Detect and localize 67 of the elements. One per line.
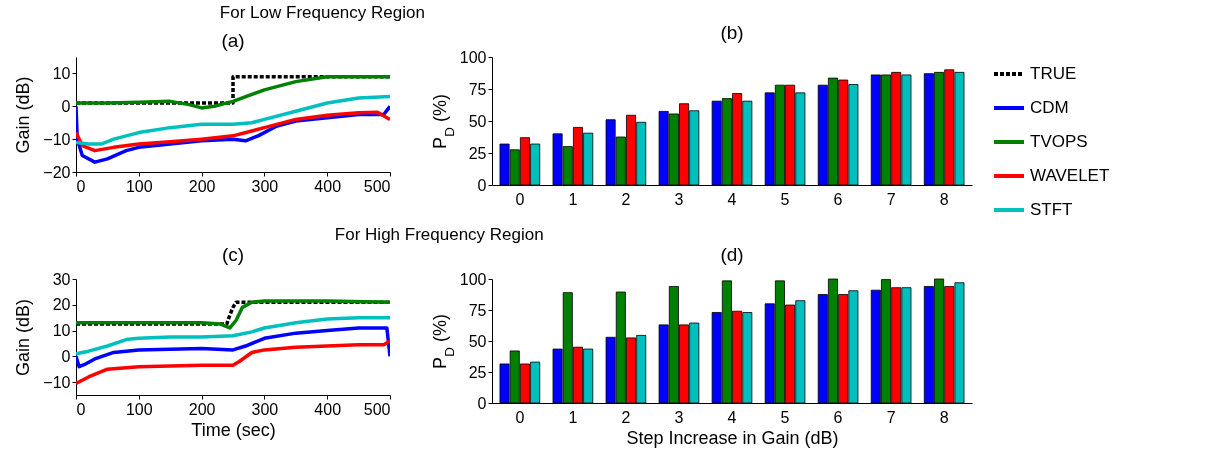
x-tick-label: 0	[76, 400, 86, 418]
line-series	[76, 94, 390, 146]
x-tick-label: 8	[939, 408, 949, 426]
legend-label: CDM	[1030, 98, 1069, 117]
legend-label: TRUE	[1030, 64, 1077, 83]
x-tick-label: 100	[125, 177, 153, 195]
x-tick-label: 200	[188, 400, 216, 418]
legend-label: WAVELET	[1030, 166, 1110, 185]
y-tick-label: 30	[52, 270, 71, 288]
text: For Low Frequency Region	[219, 3, 425, 22]
y-tick-label: 75	[468, 301, 487, 319]
chart-title: (c)	[221, 244, 245, 265]
x-tick-label: 7	[886, 190, 896, 208]
y-tick-label: 50	[468, 112, 487, 130]
x-tick-label: 0	[515, 408, 525, 426]
x-tick-label: 100	[125, 400, 153, 418]
x-tick-label: 2	[621, 408, 631, 426]
x-axis-title: Time (sec)	[191, 419, 276, 440]
x-tick-label: 4	[727, 408, 737, 426]
y-tick-label: 10	[52, 322, 71, 340]
y-tick-label: −10	[43, 130, 71, 148]
x-tick-label: 4	[727, 190, 737, 208]
chart-title: (b)	[720, 22, 744, 43]
text: For High Frequency Region	[334, 225, 544, 244]
x-tick-label: 0	[515, 190, 525, 208]
line-series	[76, 315, 390, 356]
y-tick-label: 0	[61, 97, 71, 115]
x-tick-label: 400	[314, 400, 342, 418]
y-tick-label: 10	[52, 64, 71, 82]
x-tick-label: 5	[780, 408, 790, 426]
x-tick-label: 2	[621, 190, 631, 208]
x-tick-label: 3	[674, 190, 684, 208]
x-tick-label: 400	[314, 177, 342, 195]
y-tick-label: −10	[43, 373, 71, 391]
x-tick-label: 300	[251, 400, 279, 418]
y-axis-title: Gain (dB)	[13, 76, 34, 154]
x-tick-label: 0	[76, 177, 86, 195]
y-tick-label: 100	[459, 270, 487, 288]
x-tick-label: 6	[833, 190, 843, 208]
legend-label: TVOPS	[1030, 132, 1088, 151]
y-tick-label: 75	[468, 80, 487, 98]
x-tick-label: 1	[568, 408, 578, 426]
x-tick-label: 8	[939, 190, 949, 208]
y-axis-title: Gain (dB)	[13, 298, 34, 377]
y-tick-label: 100	[459, 48, 487, 66]
line-series	[76, 110, 390, 153]
x-tick-label: 500	[363, 177, 391, 195]
x-tick-label: 300	[251, 177, 279, 195]
y-tick-label: 0	[61, 347, 71, 365]
chart-title: (a)	[221, 30, 245, 51]
x-tick-label: 7	[886, 408, 896, 426]
line-series	[76, 339, 390, 386]
line-series	[76, 326, 390, 369]
x-axis-title: Step Increase in Gain (dB)	[626, 427, 839, 448]
y-tick-label: 25	[468, 144, 487, 162]
x-tick-label: 1	[568, 190, 578, 208]
x-tick-label: 5	[780, 190, 790, 208]
x-tick-label: 6	[833, 408, 843, 426]
x-tick-label: 500	[363, 400, 391, 418]
legend-label: STFT	[1030, 200, 1073, 219]
y-tick-label: 20	[52, 296, 71, 314]
x-tick-label: 200	[188, 177, 216, 195]
y-tick-label: −20	[43, 163, 71, 181]
y-tick-label: 25	[468, 363, 487, 381]
chart-title: (d)	[720, 244, 744, 265]
x-tick-label: 3	[674, 408, 684, 426]
y-tick-label: 50	[468, 332, 487, 350]
